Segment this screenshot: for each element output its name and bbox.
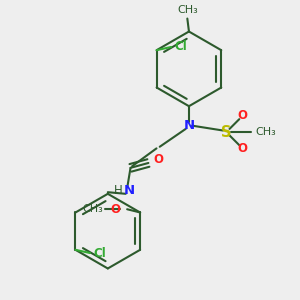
Text: CH₃: CH₃ — [256, 127, 276, 137]
Text: Cl: Cl — [175, 40, 187, 53]
Text: O: O — [111, 203, 121, 216]
Text: O: O — [153, 153, 163, 166]
Text: CH₃: CH₃ — [177, 5, 198, 15]
Text: O: O — [238, 110, 248, 122]
Text: O: O — [238, 142, 248, 155]
Text: N: N — [124, 184, 135, 197]
Text: H: H — [114, 184, 122, 197]
Text: N: N — [183, 119, 194, 132]
Text: CH₃: CH₃ — [82, 204, 103, 214]
Text: S: S — [221, 124, 232, 140]
Text: Cl: Cl — [93, 247, 106, 260]
